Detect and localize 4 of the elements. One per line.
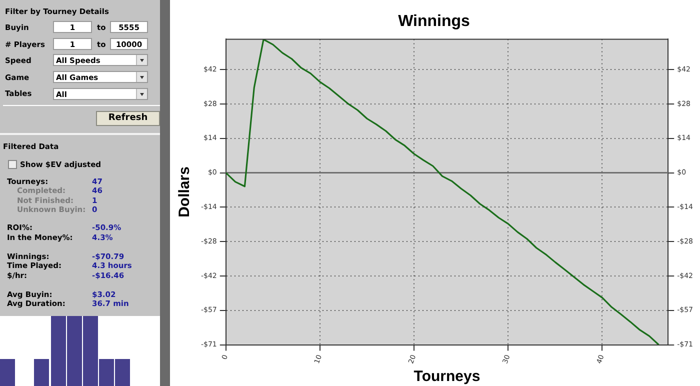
chart-title: Winnings bbox=[398, 13, 470, 30]
x-axis-title: Tourneys bbox=[414, 368, 480, 386]
y-axis-title: Dollars bbox=[176, 166, 194, 218]
button: Refresh bbox=[96, 111, 160, 126]
